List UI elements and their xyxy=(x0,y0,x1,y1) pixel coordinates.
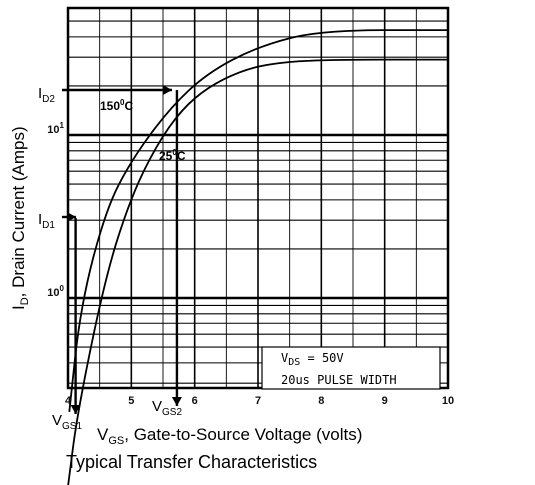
plot-frame xyxy=(66,6,450,390)
x-tick-label: 4 xyxy=(65,395,72,407)
x-tick-label: 7 xyxy=(255,395,261,407)
x-axis-title: VGS, Gate-to-Source Voltage (volts) xyxy=(97,425,362,447)
y-tick-label: 101 xyxy=(47,121,64,136)
vds-annotation-box xyxy=(261,346,441,390)
id2-arrow-head xyxy=(163,85,172,95)
vgs1-arrow-head xyxy=(70,405,81,414)
tick-layer: 4 5 6 7 8 9 10 100 101 xyxy=(47,121,454,407)
series-label-150c: 1500C xyxy=(100,98,133,113)
y-tick-label: 100 xyxy=(47,284,64,299)
series-line-25c xyxy=(67,58,449,485)
vgs2-label: VGS2 xyxy=(152,398,182,418)
id1-label: ID1 xyxy=(38,211,55,231)
grid-major xyxy=(67,8,449,388)
y-axis-title: ID, Drain Current (Amps) xyxy=(9,126,31,310)
id2-label: ID2 xyxy=(38,85,55,105)
series-layer xyxy=(67,29,449,485)
series-line-150c xyxy=(68,29,449,412)
vgs2-arrow-head xyxy=(171,397,182,406)
x-tick-label: 6 xyxy=(192,395,198,407)
chart-caption: Typical Transfer Characteristics xyxy=(66,452,317,472)
x-tick-label: 9 xyxy=(382,395,388,407)
vds-annotation-label: VDS = 50V xyxy=(281,351,344,368)
x-tick-label: 8 xyxy=(318,395,324,407)
x-tick-label: 10 xyxy=(442,395,454,407)
id1-arrow-head xyxy=(67,212,76,222)
series-label-25c: 250C xyxy=(159,148,186,163)
x-tick-label: 5 xyxy=(128,395,134,407)
annotation-arrows xyxy=(62,85,182,414)
pulse-width-annotation: 20us PULSE WIDTH xyxy=(281,373,397,387)
vgs1-label: VGS1 xyxy=(52,412,82,432)
